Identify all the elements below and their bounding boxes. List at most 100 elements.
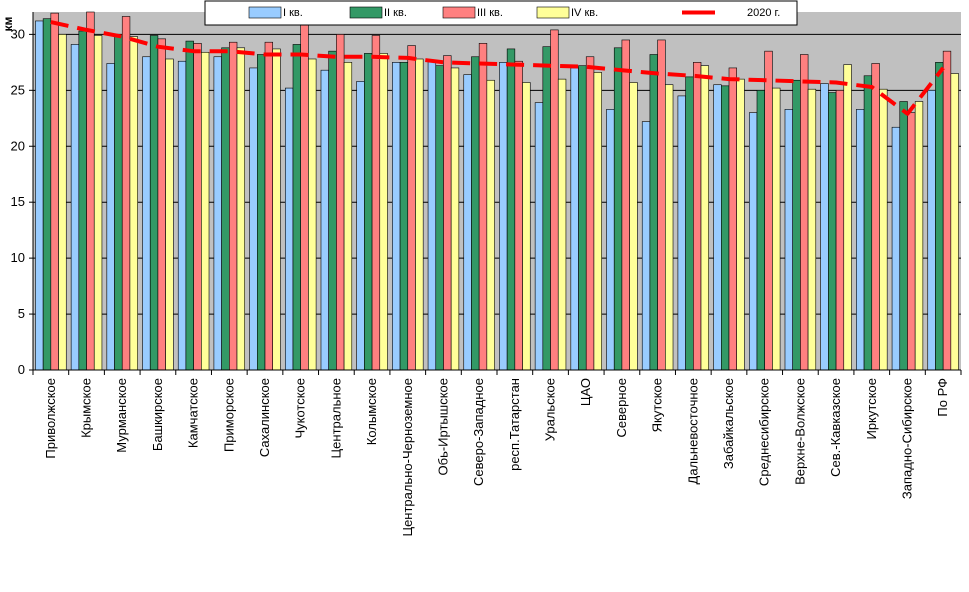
bar bbox=[379, 53, 388, 371]
category-label: Мурманское bbox=[114, 378, 129, 453]
category-label: Дальневосточное bbox=[685, 378, 700, 484]
category-label: ЦАО bbox=[578, 378, 593, 406]
bar bbox=[522, 82, 531, 371]
bar bbox=[756, 90, 765, 371]
bar bbox=[129, 36, 138, 371]
category-label: Верхне-Волжское bbox=[792, 378, 807, 485]
bar bbox=[201, 51, 210, 371]
y-tick-label: 5 bbox=[18, 306, 25, 321]
bar bbox=[499, 62, 508, 371]
bar bbox=[236, 47, 246, 371]
category-label: Иркутское bbox=[864, 378, 879, 440]
bar bbox=[478, 43, 488, 371]
x-tick-labels: Приволжское Крымское Мурманское Башкирское К… bbox=[43, 378, 950, 537]
bar bbox=[284, 87, 294, 371]
bar bbox=[899, 101, 908, 371]
bar bbox=[828, 92, 837, 371]
bar bbox=[835, 90, 845, 371]
bar bbox=[843, 64, 852, 371]
y-tick-label: 25 bbox=[11, 82, 25, 97]
bar bbox=[249, 67, 258, 371]
bar bbox=[677, 95, 686, 371]
category-label: Центрально-Черноземное bbox=[400, 378, 415, 537]
bar bbox=[450, 67, 460, 371]
bar bbox=[720, 85, 730, 371]
category-label: Крымское bbox=[79, 378, 94, 438]
bar bbox=[471, 56, 480, 371]
legend-label: 2020 г. bbox=[747, 7, 780, 19]
category-label: Сев.-Кавказское bbox=[828, 378, 843, 477]
category-label: Колымское bbox=[364, 378, 379, 445]
legend-label: IV кв. bbox=[571, 7, 598, 19]
bar bbox=[93, 35, 103, 371]
bar bbox=[578, 65, 587, 371]
legend-swatch bbox=[536, 6, 570, 19]
bar bbox=[772, 87, 781, 371]
bar bbox=[272, 48, 281, 371]
bar bbox=[35, 20, 44, 371]
bar bbox=[300, 21, 309, 371]
category-label: Приморское bbox=[221, 378, 236, 452]
category-label: Камчатское bbox=[186, 378, 201, 448]
bar bbox=[142, 56, 151, 371]
bar bbox=[629, 82, 638, 371]
bar bbox=[213, 56, 222, 371]
bar bbox=[50, 12, 59, 371]
bar bbox=[356, 81, 365, 371]
category-label: Чукотское bbox=[293, 378, 308, 439]
category-label: Северное bbox=[614, 378, 629, 437]
bar bbox=[149, 35, 159, 371]
bar bbox=[320, 69, 329, 371]
category-label: Якутское bbox=[650, 378, 665, 432]
bar bbox=[443, 55, 452, 371]
category-label: Забайкальское bbox=[721, 378, 736, 469]
bar bbox=[665, 84, 674, 371]
bar bbox=[165, 58, 174, 371]
bar bbox=[621, 39, 630, 371]
bar bbox=[106, 63, 115, 371]
bar bbox=[657, 39, 666, 371]
bar bbox=[534, 102, 544, 371]
bar bbox=[700, 65, 710, 371]
bar bbox=[486, 79, 495, 371]
bar bbox=[58, 34, 67, 371]
bar bbox=[427, 60, 437, 371]
bar bbox=[820, 83, 829, 371]
bar bbox=[78, 30, 87, 371]
bar bbox=[185, 40, 194, 371]
bar bbox=[157, 38, 166, 371]
y-tick-label: 10 bbox=[11, 250, 25, 265]
bar bbox=[121, 16, 131, 371]
category-label: Уральское bbox=[543, 378, 558, 441]
bar bbox=[613, 47, 623, 371]
bar bbox=[764, 50, 773, 371]
bar bbox=[264, 41, 273, 371]
bar bbox=[399, 62, 409, 371]
bar bbox=[585, 56, 595, 371]
category-label: Западно-Сибирское bbox=[899, 378, 914, 499]
legend: I кв. II кв. III кв. IV кв. 2020 г. bbox=[204, 0, 798, 26]
category-label: Центральное bbox=[328, 378, 343, 458]
bar bbox=[550, 29, 559, 371]
category-label: респ.Татарстан bbox=[507, 378, 522, 471]
y-tick-labels: 0 5 10 15 20 25 30 bbox=[11, 26, 25, 377]
bar bbox=[871, 63, 880, 371]
bar bbox=[70, 44, 80, 371]
bar bbox=[736, 78, 745, 371]
legend-swatch bbox=[248, 6, 282, 19]
category-label: Сахалинское bbox=[257, 378, 272, 457]
bar bbox=[891, 126, 901, 371]
bar bbox=[950, 73, 959, 371]
category-label: Башкирское bbox=[150, 378, 165, 451]
bar bbox=[863, 75, 873, 371]
axes bbox=[29, 12, 962, 375]
category-label: Северо-Западное bbox=[471, 378, 486, 486]
bar bbox=[542, 46, 551, 371]
legend-label: I кв. bbox=[283, 7, 303, 19]
bar bbox=[114, 34, 123, 371]
y-tick-label: 0 bbox=[18, 362, 25, 377]
bar bbox=[343, 62, 353, 371]
bar bbox=[927, 90, 936, 371]
bar bbox=[463, 74, 472, 371]
